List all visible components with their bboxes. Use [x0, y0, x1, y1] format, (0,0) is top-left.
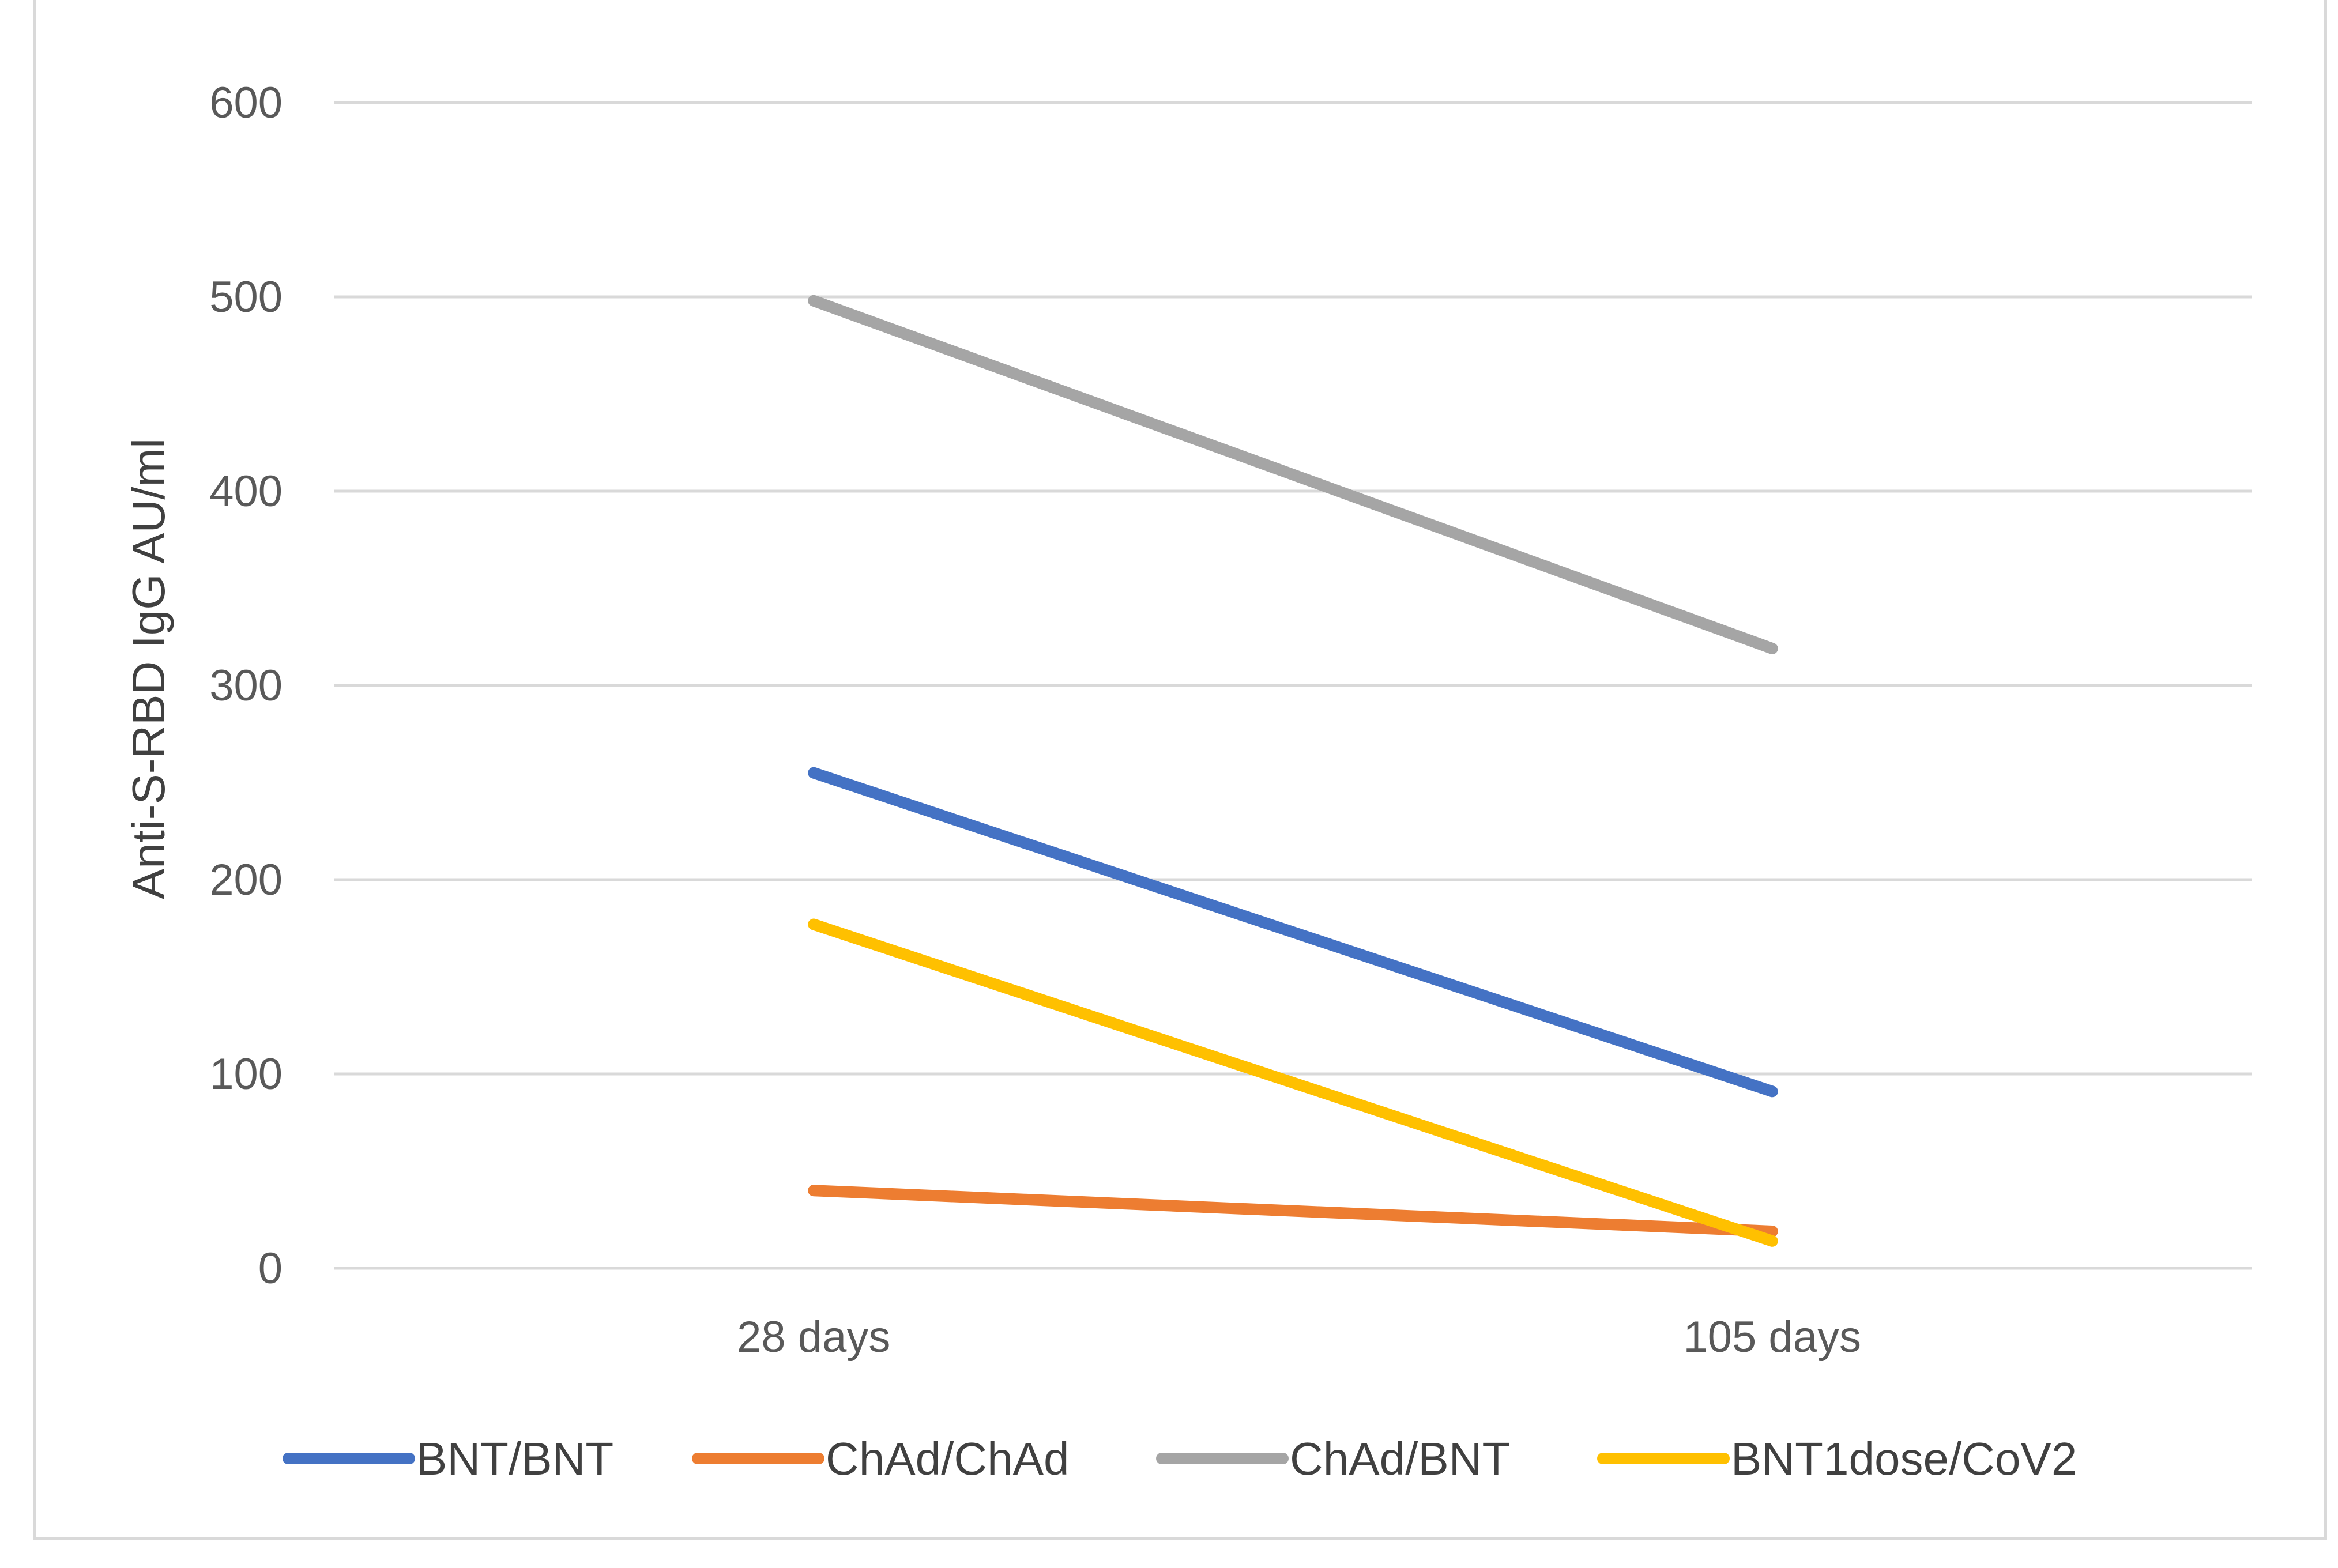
legend-label: ChAd/BNT: [1290, 1433, 1510, 1484]
y-tick-label: 200: [209, 855, 283, 904]
y-tick-label: 0: [258, 1244, 283, 1293]
series-line-chad-chad: [808, 1185, 1778, 1237]
x-tick-label: 105 days: [1684, 1313, 1861, 1362]
y-tick-label: 500: [209, 273, 283, 322]
y-tick-label: 400: [209, 467, 283, 516]
gridlines: [334, 101, 2252, 1270]
y-tick-labels: 0 100 200 300 400 500 600: [209, 78, 283, 1293]
legend-label: BNT/BNT: [416, 1433, 613, 1484]
chart-frame: [33, 0, 2327, 1540]
y-tick-label: 100: [209, 1050, 283, 1099]
series-line-bnt-bnt: [808, 767, 1778, 1098]
x-tick-labels: 28 days 105 days: [737, 1313, 1861, 1362]
y-tick-label: 300: [209, 661, 283, 710]
series-line-chad-bnt: [808, 295, 1778, 654]
y-tick-label: 600: [209, 78, 283, 127]
legend-label: ChAd/ChAd: [826, 1433, 1069, 1484]
x-tick-label: 28 days: [737, 1313, 890, 1362]
series-line-bnt1dose-cov2: [808, 918, 1778, 1247]
legend-label: BNT1dose/CoV2: [1731, 1433, 2077, 1484]
y-axis-title: Anti-S-RBD IgG AU/ml: [123, 438, 174, 899]
series-lines: [808, 295, 1778, 1247]
legend: BNT/BNT ChAd/ChAd ChAd/BNT BNT1dose/CoV2: [283, 1433, 2077, 1484]
